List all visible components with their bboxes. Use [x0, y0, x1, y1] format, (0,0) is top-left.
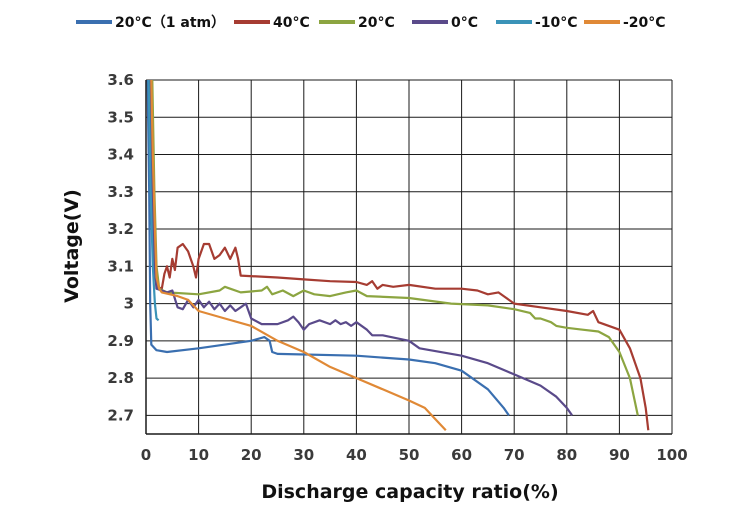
y-tick-label: 2.9: [107, 332, 134, 350]
x-tick-label: 10: [188, 446, 209, 464]
x-axis-title: Discharge capacity ratio(%): [261, 481, 558, 503]
y-tick-label: 3.4: [107, 146, 134, 164]
x-tick-label: 50: [399, 446, 420, 464]
y-tick-label: 3.1: [107, 257, 134, 275]
y-tick-label: 2.7: [107, 406, 134, 424]
x-tick-label: 0: [141, 446, 151, 464]
x-tick-label: 80: [556, 446, 577, 464]
y-tick-label: 2.8: [107, 369, 134, 387]
x-tick-label: 20: [241, 446, 262, 464]
legend: 20°C（1 atm） 40°C 20°C 0°C -10°C -20°C: [76, 15, 666, 31]
y-tick-label: 3.5: [107, 108, 134, 126]
x-tick-label: 90: [609, 446, 630, 464]
legend-label: 0°C: [451, 15, 478, 31]
axes: [145, 80, 672, 435]
series-line: [151, 80, 639, 416]
legend-label: 20°C: [358, 15, 395, 31]
y-tick-label: 3.2: [107, 220, 134, 238]
x-tick-label: 70: [504, 446, 525, 464]
x-tick-labels: 0 10 20 30 40 50 60 70 80 90 100: [141, 446, 688, 464]
legend-label: -10°C: [535, 15, 578, 31]
y-tick-label: 3: [124, 295, 134, 313]
x-tick-label: 40: [346, 446, 367, 464]
x-tick-label: 100: [656, 446, 687, 464]
legend-label: 40°C: [273, 15, 310, 31]
y-tick-label: 3.6: [107, 71, 134, 89]
x-tick-label: 60: [451, 446, 472, 464]
y-axis-title: Voltage(V): [61, 189, 83, 303]
series-line: [146, 80, 510, 417]
legend-label: -20°C: [623, 15, 666, 31]
x-tick-label: 30: [293, 446, 314, 464]
legend-label: 20°C（1 atm）: [115, 15, 225, 31]
series-line: [147, 80, 160, 322]
y-tick-label: 3.3: [107, 183, 134, 201]
series-line: [150, 80, 650, 431]
series-line: [150, 80, 447, 432]
series-lines: [146, 80, 650, 432]
grid: [146, 79, 673, 434]
y-tick-labels: 2.7 2.8 2.9 3 3.1 3.2 3.3 3.4 3.5 3.6: [107, 71, 134, 424]
series-line: [149, 80, 573, 417]
